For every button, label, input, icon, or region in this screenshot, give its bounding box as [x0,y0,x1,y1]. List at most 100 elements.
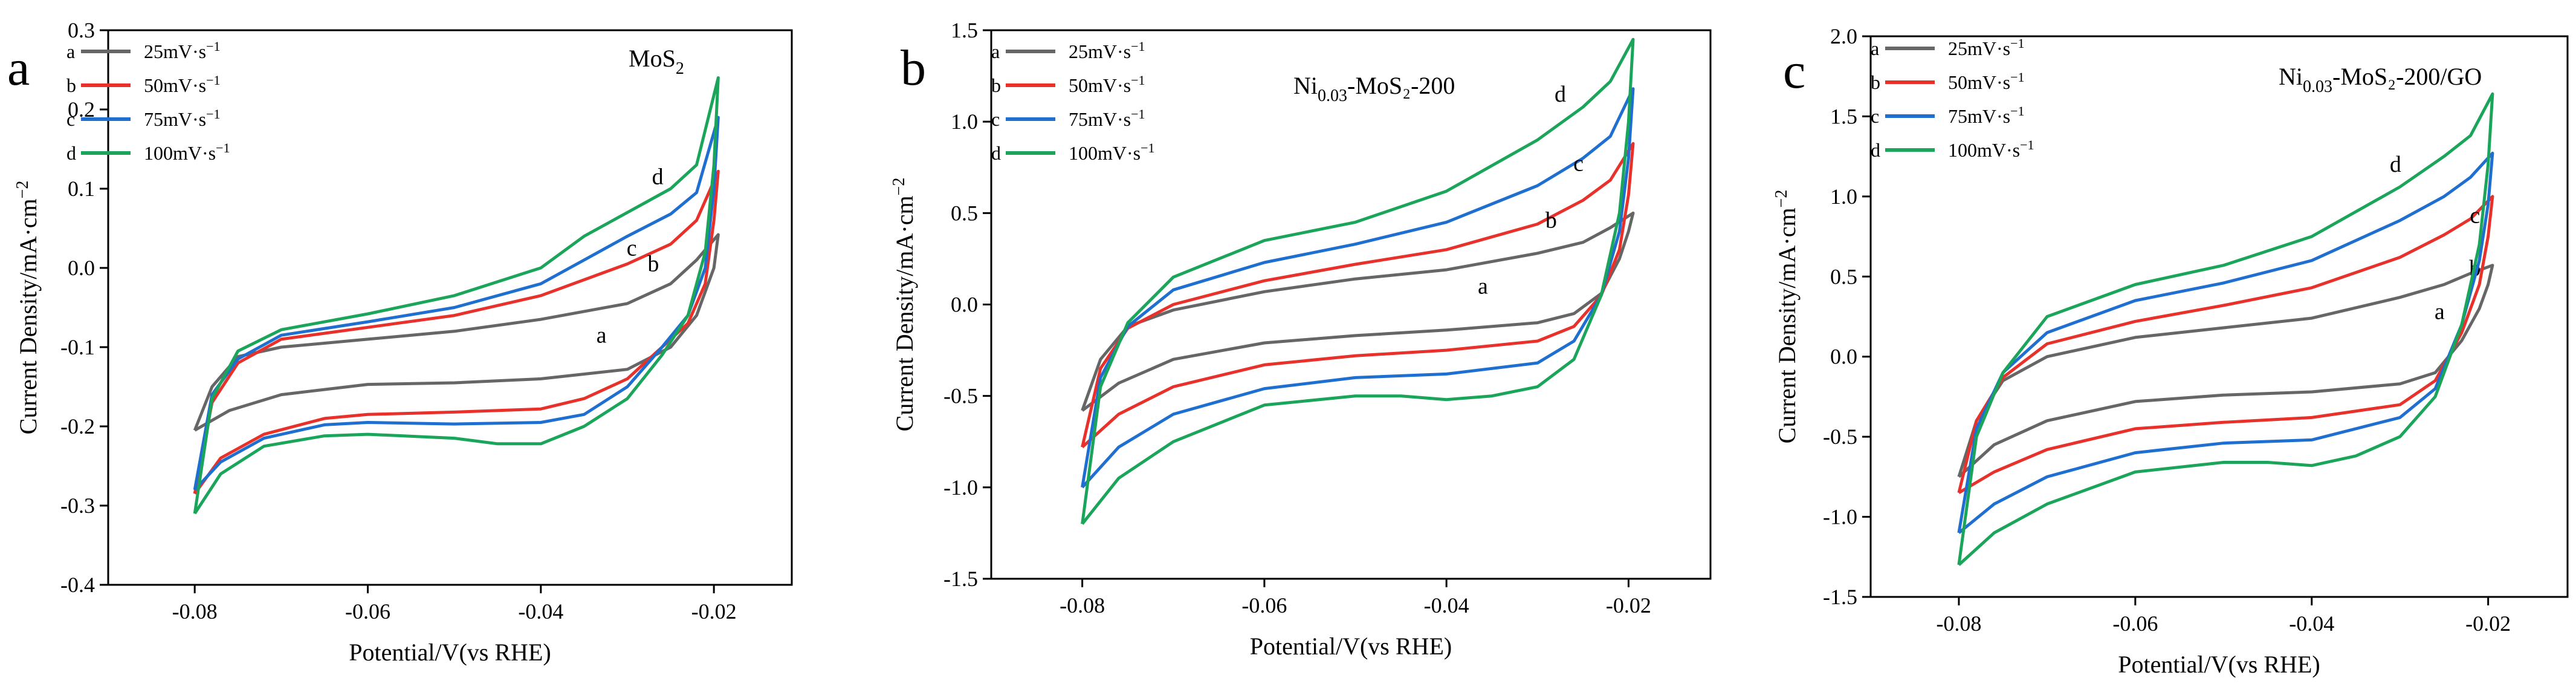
panel-letter: b [901,40,926,96]
legend-letter: d [991,142,1001,164]
series-curve-label: c [627,235,637,261]
y-tick-label: -1.5 [1823,585,1857,609]
legend-label: 25mV·s−1 [1069,39,1145,62]
y-tick-label: 1.5 [951,18,978,42]
legend-label: 100mV·s−1 [1948,137,2034,161]
y-axis-label: Current Density/mA·cm−2 [1772,190,1801,444]
y-tick-label: -0.4 [60,573,95,597]
series-line-d [1957,92,2494,566]
y-tick-label: -1.5 [943,567,978,591]
series-curve-label: b [1545,207,1557,233]
y-tick-label: 0.5 [951,201,978,225]
legend: a 25mV·s−1 b 50mV·s−1 c 75mV·s−1 d 100mV·s−1 [991,39,1155,164]
y-tick-label: -1.0 [1823,505,1857,529]
series-curve-label: d [2390,152,2401,177]
legend-letter: d [66,142,76,164]
legend-label: 100mV·s−1 [144,140,230,164]
y-tick-label: -1.0 [943,475,978,500]
sample-title: Ni0.03-MoS₂-200/GO [2279,63,2482,96]
legend: a 25mV·s−1 b 50mV·s−1 c 75mV·s−1 d 100mV·s−1 [66,39,230,164]
chart-panel-b: -0.08 -0.06 -0.04 -0.02 -1.5 -1.0 -0.5 0.0 0.5 1.… [890,18,1712,660]
y-tick-label: 0.0 [951,293,978,317]
series-line-a [193,233,720,432]
legend-letter: b [1871,71,1880,93]
legend-label: 100mV·s−1 [1069,140,1155,164]
legend-label: 75mV·s−1 [144,106,221,130]
sample-title: MoS2 [629,45,684,78]
x-tick-label: -0.04 [518,599,563,624]
y-tick-label: 0.0 [1830,345,1857,369]
series-curve-label: c [1573,151,1584,177]
series-line-b [193,169,720,495]
y-tick-label: -0.3 [60,493,95,518]
plot-frame [107,29,793,586]
legend-letter: a [66,41,75,62]
legend-label: 75mV·s−1 [1069,106,1145,130]
legend-letter: a [1871,37,1879,59]
legend-letter: c [66,108,75,130]
series-curve-label: b [647,251,659,276]
legend-label: 25mV·s−1 [1948,36,2025,59]
x-tick-label: -0.06 [1241,593,1287,617]
series-line-d [1081,37,1635,525]
plot-frame [1869,35,2569,598]
series-curve-label: d [652,164,664,189]
y-tick-label: 0.0 [68,256,95,280]
x-tick-label: -0.04 [2289,611,2334,636]
panel-letter: a [7,40,30,96]
y-tick-label: 1.0 [1830,184,1857,209]
y-tick-label: 1.0 [951,109,978,134]
series-line-a [1957,264,2494,478]
series-line-c [1957,151,2494,535]
x-axis-label: Potential/V(vs RHE) [1250,633,1452,660]
x-tick-label: -0.04 [1424,593,1469,617]
legend-letter: d [1871,139,1880,161]
series-line-b [1957,195,2494,494]
chart-panel-a: -0.08 -0.06 -0.04 -0.02 -0.4 -0.3 -0.2 -0.1 0.0 0… [7,18,793,666]
series-line-d [193,76,720,515]
series-line-b [1081,142,1635,449]
series-curve-label: c [2470,203,2480,229]
x-tick-label: -0.08 [1936,611,1981,636]
series-curve-label: d [1555,82,1566,107]
y-tick-label: -0.5 [1823,425,1857,449]
series-line-c [1081,87,1635,489]
x-tick-label: -0.02 [2465,611,2511,636]
legend-label: 25mV·s−1 [144,39,221,62]
series-curve-label: a [597,322,607,348]
x-axis-label: Potential/V(vs RHE) [349,639,551,666]
x-axis-label: Potential/V(vs RHE) [2118,651,2320,678]
y-tick-label: -0.2 [60,414,95,438]
y-axis-label: Current Density/mA·cm−2 [13,181,42,435]
y-tick-label: 1.5 [1830,104,1857,128]
x-tick-label: -0.08 [172,599,218,624]
series-curve-label: a [1478,273,1488,299]
x-tick-label: -0.08 [1060,593,1105,617]
y-tick-label: 0.1 [68,177,95,201]
legend-letter: a [991,41,1000,62]
series-line-c [193,116,720,491]
x-tick-label: -0.02 [1606,593,1651,617]
y-axis-label: Current Density/mA·cm−2 [890,178,918,432]
series-line-a [1081,211,1635,412]
panel-letter: c [1783,43,1805,99]
y-tick-label: 0.3 [68,18,95,42]
sample-title: Ni0.03-MoS₂-200 [1293,72,1455,105]
x-tick-label: -0.06 [345,599,390,624]
y-tick-label: 2.0 [1830,24,1857,48]
y-tick-label: -0.1 [60,335,95,359]
legend-label: 50mV·s−1 [144,73,221,96]
legend-label: 75mV·s−1 [1948,103,2025,127]
legend-label: 50mV·s−1 [1069,73,1145,96]
x-tick-label: -0.06 [2112,611,2158,636]
legend-letter: c [991,108,1000,130]
x-tick-label: -0.02 [691,599,737,624]
chart-panel-c: -0.08 -0.06 -0.04 -0.02 -1.5 -1.0 -0.5 0.0 0.5 1.… [1772,24,2569,678]
legend-letter: b [991,74,1001,96]
legend: a 25mV·s−1 b 50mV·s−1 c 75mV·s−1 d 100mV·s−1 [1871,36,2034,161]
y-tick-label: -0.5 [943,384,978,408]
legend-label: 50mV·s−1 [1948,70,2025,93]
legend-letter: b [66,74,76,96]
series-curve-label: a [2435,299,2445,325]
